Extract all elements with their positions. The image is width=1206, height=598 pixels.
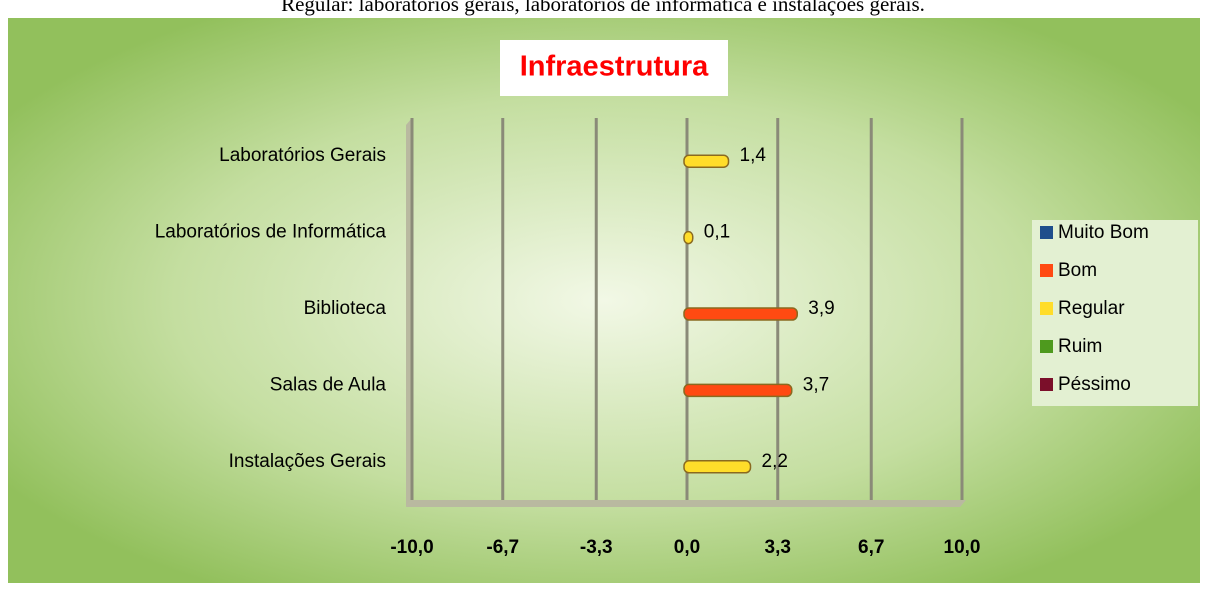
y-tick-label: Salas de Aula (270, 374, 387, 395)
caption: Regular: laboratórios gerais, laboratóri… (281, 0, 925, 16)
data-label: 2,2 (762, 451, 788, 472)
chart-background (8, 18, 1200, 583)
x-tick-label: -3,3 (580, 537, 613, 558)
bar (683, 460, 752, 474)
title-box (500, 40, 728, 96)
legend-label: Muito Bom (1058, 222, 1149, 243)
y-tick-label: Instalações Gerais (229, 451, 386, 472)
chart-title: Infraestrutura (520, 51, 709, 83)
x-tick-label: -10,0 (390, 537, 433, 558)
x-tick-label: 6,7 (858, 537, 884, 558)
data-label: 3,7 (803, 374, 829, 395)
y-tick-label: Laboratórios de Informática (155, 222, 387, 243)
x-tick-label: 10,0 (944, 537, 981, 558)
legend-box (1032, 220, 1198, 406)
legend-swatch (1040, 378, 1053, 391)
x-tick-label: 0,0 (674, 537, 700, 558)
bar (683, 230, 694, 245)
bar (683, 307, 798, 321)
data-label: 3,9 (808, 298, 834, 319)
axis-floor (406, 500, 966, 507)
legend-label: Ruim (1058, 336, 1102, 357)
legend-label: Péssimo (1058, 374, 1131, 395)
legend-swatch (1040, 340, 1053, 353)
y-tick-label: Biblioteca (304, 298, 387, 319)
x-tick-label: -6,7 (486, 537, 519, 558)
legend-label: Regular (1058, 298, 1125, 319)
data-label: 0,1 (704, 222, 730, 243)
bar (683, 154, 730, 168)
y-tick-label: Laboratórios Gerais (219, 145, 386, 166)
legend-swatch (1040, 302, 1053, 315)
data-label: 1,4 (740, 145, 767, 166)
legend-swatch (1040, 264, 1053, 277)
legend-label: Bom (1058, 260, 1097, 281)
legend-swatch (1040, 226, 1053, 239)
x-tick-label: 3,3 (765, 537, 791, 558)
bar (683, 383, 793, 398)
